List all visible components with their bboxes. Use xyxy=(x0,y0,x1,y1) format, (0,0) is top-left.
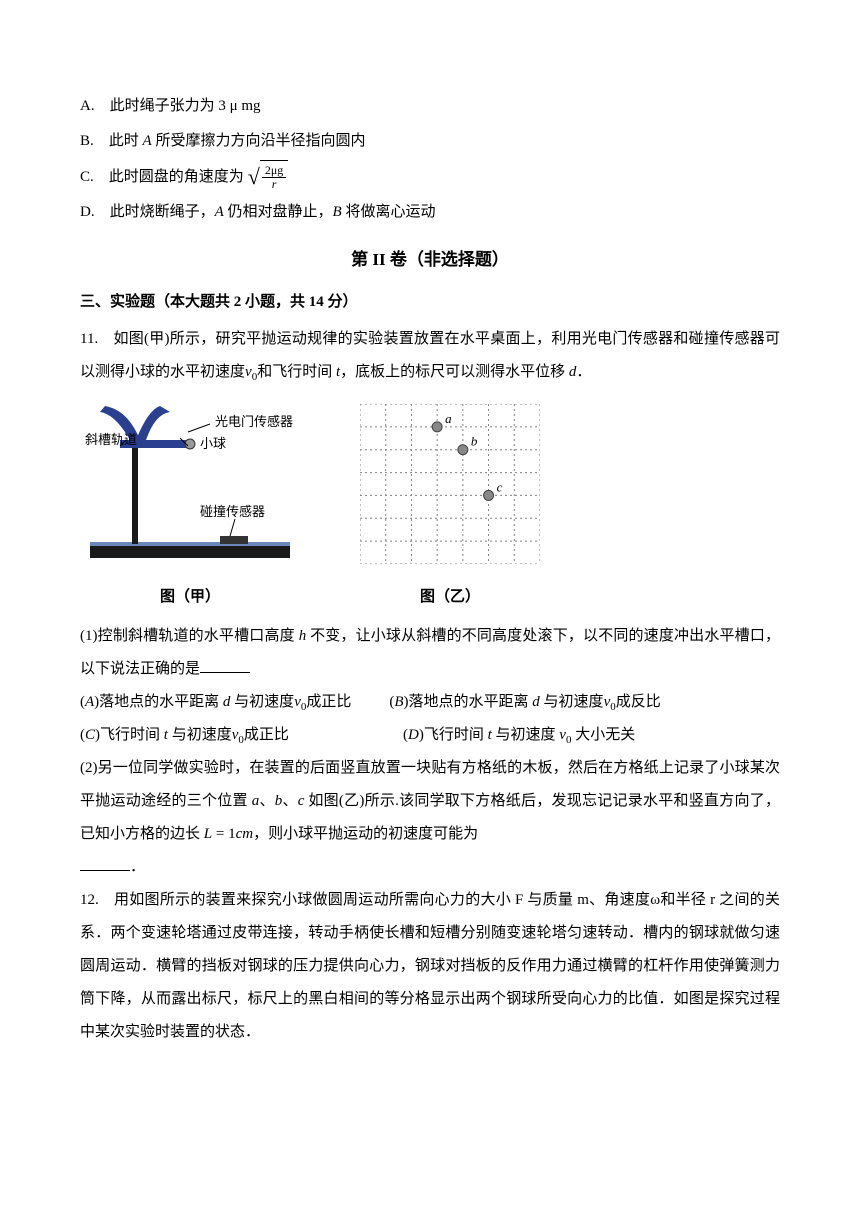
q12-stem: 12. 用如图所示的装置来探究小球做圆周运动所需向心力的大小 F 与质量 m、角… xyxy=(80,884,780,1049)
label-sensor: 光电门传感器 xyxy=(215,414,293,429)
figure-yi: a b c 图（乙） xyxy=(360,404,540,614)
caption-yi: 图（乙） xyxy=(360,581,540,614)
label-track: 斜槽轨道 xyxy=(85,432,137,447)
q11-opts-cd: (C)飞行时间 t 与初速度v0成正比 (D)飞行时间 t 与初速度 v0 大小… xyxy=(80,719,780,752)
option-a: A. 此时绳子张力为 3 μ mg xyxy=(80,90,780,123)
option-b: B. 此时 A 所受摩擦力方向沿半径指向圆内 xyxy=(80,125,780,158)
q11-stem: 11. 如图(甲)所示，研究平抛运动规律的实验装置放置在水平桌面上，利用光电门传… xyxy=(80,323,780,389)
option-c: C. 此时圆盘的角速度为 √ 2μg r xyxy=(80,160,780,194)
figures-row: 光电门传感器 斜槽轨道 小球 碰撞传感器 图（甲） a b c 图（乙） xyxy=(80,404,780,614)
svg-text:b: b xyxy=(471,433,478,448)
svg-text:a: a xyxy=(445,410,452,425)
section-2-title: 第 II 卷（非选择题） xyxy=(80,241,780,278)
caption-jia: 图（甲） xyxy=(80,581,300,614)
figure-jia: 光电门传感器 斜槽轨道 小球 碰撞传感器 图（甲） xyxy=(80,404,300,614)
label-ball: 小球 xyxy=(200,436,226,451)
sqrt-expr: √ 2μg r xyxy=(248,160,289,194)
blank-2[interactable] xyxy=(80,857,130,871)
q11-part2-blank: ． xyxy=(80,851,780,884)
q11-part2: (2)另一位同学做实验时，在装置的后面竖直放置一块贴有方格纸的木板，然后在方格纸… xyxy=(80,752,780,851)
q11-opts-ab: (A)落地点的水平距离 d 与初速度v0成正比 (B)落地点的水平距离 d 与初… xyxy=(80,686,780,719)
q11-part1: (1)控制斜槽轨道的水平槽口高度 h 不变，让小球从斜槽的不同高度处滚下，以不同… xyxy=(80,620,780,686)
label-collision: 碰撞传感器 xyxy=(200,504,265,519)
option-d: D. 此时烧断绳子，A 仍相对盘静止，B 将做离心运动 xyxy=(80,196,780,229)
svg-text:c: c xyxy=(497,479,503,494)
blank-1[interactable] xyxy=(200,659,250,673)
subsection-3: 三、实验题（本大题共 2 小题，共 14 分） xyxy=(80,286,780,319)
